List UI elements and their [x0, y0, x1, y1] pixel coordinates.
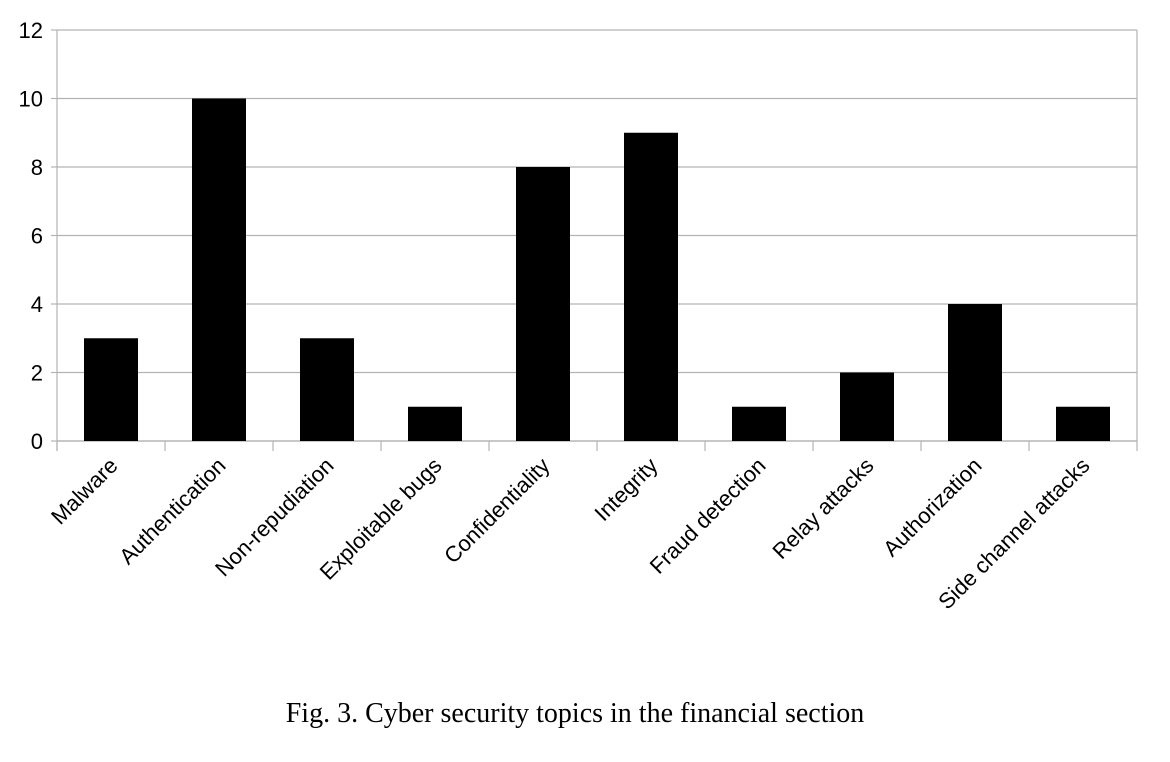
bar	[300, 338, 354, 441]
bar	[1056, 406, 1110, 441]
x-category-label: Confidentiality	[439, 453, 554, 568]
x-category-label: Authorization	[878, 453, 986, 561]
x-category-label: Integrity	[590, 453, 663, 526]
bar	[516, 167, 570, 441]
y-tick-label: 8	[31, 155, 43, 180]
bar	[624, 132, 678, 441]
x-category-label: Relay attacks	[767, 453, 878, 564]
y-tick-label: 2	[31, 361, 43, 386]
bar	[732, 406, 786, 441]
y-tick-label: 0	[31, 429, 43, 454]
bar-chart: 024681012MalwareAuthenticationNon-repudi…	[19, 18, 1138, 614]
bar	[948, 304, 1002, 441]
x-category-label: Malware	[46, 453, 122, 529]
y-tick-label: 4	[31, 292, 43, 317]
bar	[192, 98, 246, 441]
bar	[408, 406, 462, 441]
x-category-label: Fraud detection	[645, 453, 771, 579]
y-tick-label: 6	[31, 224, 43, 249]
bar	[840, 372, 894, 441]
y-tick-label: 10	[19, 87, 43, 112]
figure-caption: Fig. 3. Cyber security topics in the fin…	[285, 698, 865, 729]
y-tick-label: 12	[19, 18, 43, 43]
x-category-label: Authentication	[114, 453, 230, 569]
bar	[84, 338, 138, 441]
